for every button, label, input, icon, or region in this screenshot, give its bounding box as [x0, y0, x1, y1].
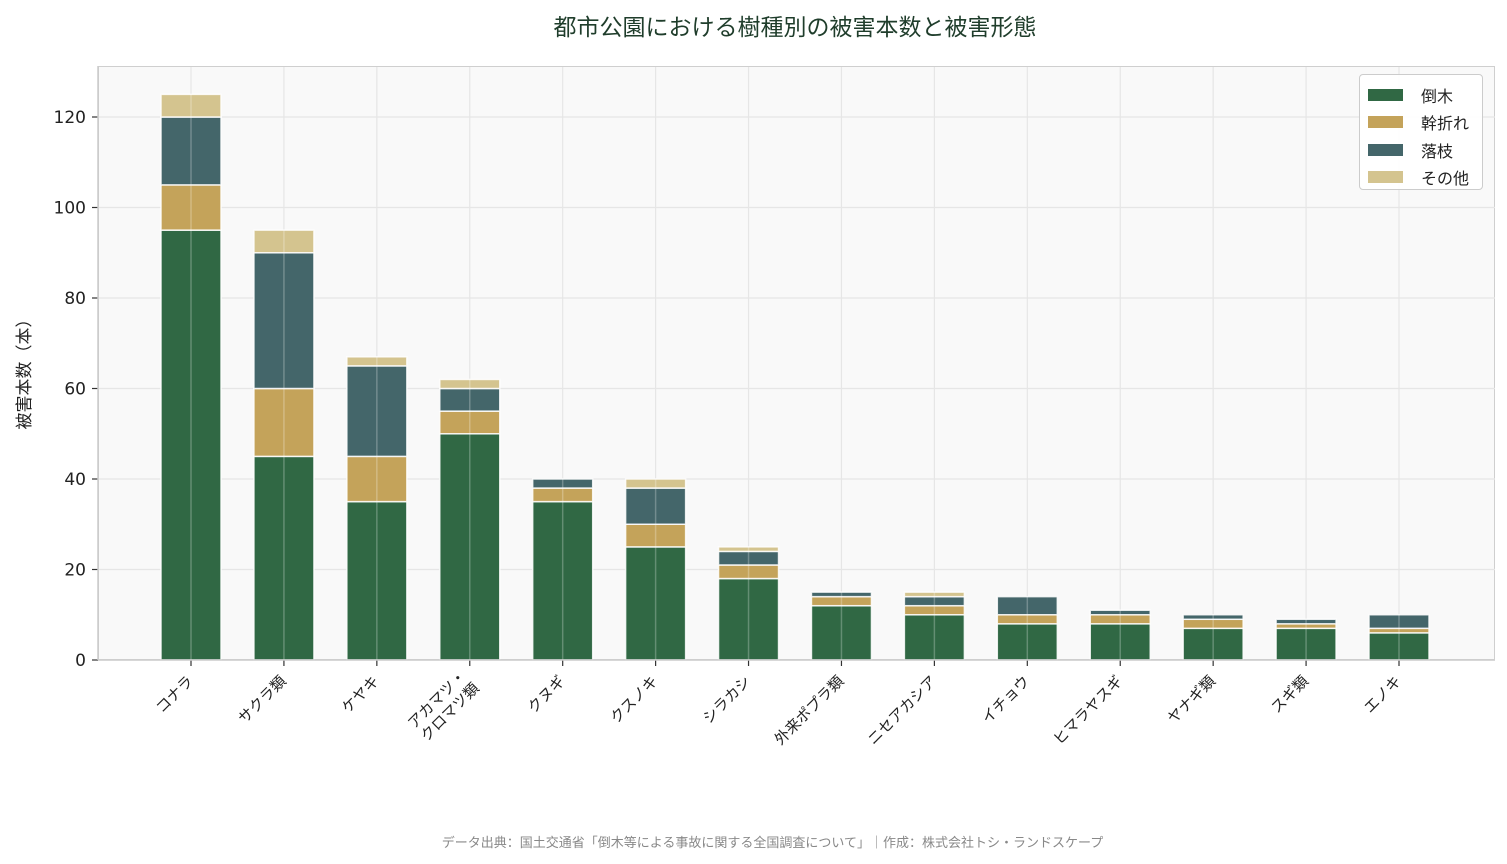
y-tick-label: 80 [64, 289, 86, 309]
bar-segment [903, 591, 966, 598]
legend-item-trunk-break: 幹折れ [1368, 109, 1474, 137]
x-tick-label: コナラ [152, 672, 197, 717]
bar-segment [624, 546, 687, 661]
source-footnote: データ出典：国土交通省「倒木等による事故に関する全国調査について」｜作成：株式会… [441, 836, 1104, 851]
bar-segment [253, 455, 315, 661]
y-tick-label: 20 [64, 561, 86, 581]
legend-item-other: その他 [1368, 164, 1474, 192]
bar-segment [996, 595, 1059, 616]
bar-stack [996, 595, 1059, 661]
bar-segment [1089, 609, 1151, 616]
bar-stack [1182, 614, 1244, 661]
legend-swatch-icon [1368, 143, 1403, 156]
x-tick-label: ケヤキ [338, 672, 383, 717]
bar-segment [531, 478, 594, 489]
bar-stack [253, 229, 315, 661]
bar-segment [1182, 627, 1244, 661]
x-tick-label: エノキ [1360, 672, 1405, 717]
bar-segment [1368, 614, 1430, 630]
x-tick-label: ニセアカシア [864, 672, 940, 748]
bar-stack [1368, 614, 1430, 661]
bar-segment [624, 487, 687, 525]
bar-stack [903, 591, 966, 661]
y-tick-label: 60 [64, 380, 86, 400]
chart-title: 都市公園における樹種別の被害本数と被害形態 [553, 15, 1037, 41]
x-tick-label: イチョウ [978, 672, 1033, 727]
legend: 倒木 幹折れ 落枝 その他 [1359, 74, 1483, 190]
bar-segment [160, 184, 222, 231]
bar-segment [717, 546, 780, 553]
bar-segment [1182, 614, 1244, 621]
bar-segment [160, 229, 222, 661]
bar-segment [1089, 623, 1151, 661]
bar-segment [346, 455, 408, 503]
bar-stack [717, 546, 780, 661]
legend-swatch-icon [1368, 171, 1403, 184]
legend-swatch-icon [1368, 88, 1403, 101]
x-tick-label: ヤナギ類 [1164, 672, 1219, 727]
bar-segment [1275, 618, 1337, 625]
x-tick-label: 外来ポプラ類 [771, 672, 847, 748]
y-tick-label: 100 [54, 199, 86, 219]
y-tick-label: 120 [54, 108, 86, 128]
bar-segment [1368, 632, 1430, 661]
x-tick-label: アカマツ・クロマツ類 [404, 666, 482, 744]
bar-stack [1089, 609, 1151, 661]
x-tick-label: サクラ類 [235, 672, 290, 727]
x-tick-label: スギ類 [1267, 672, 1312, 717]
bar-segment [346, 356, 408, 367]
bar-stack [531, 478, 594, 661]
legend-item-fallen: 倒木 [1368, 81, 1474, 109]
bar-segment [531, 500, 594, 661]
bar-segment [439, 378, 501, 390]
bar-segment [346, 365, 408, 458]
x-tick-label: クスノキ [607, 672, 662, 727]
bar-segment [996, 623, 1059, 661]
bar-segment [810, 591, 873, 598]
bar-segment [253, 252, 315, 390]
bar-segment [160, 116, 222, 186]
bar-segment [624, 478, 687, 489]
bar-segment [253, 387, 315, 458]
bar-segment [253, 229, 315, 254]
x-tick-label: シラカシ [699, 672, 754, 727]
y-axis-label: 被害本数（本） [15, 310, 35, 430]
bar-stack [1275, 618, 1337, 661]
x-tick-label: ヒマラヤスギ [1050, 672, 1126, 748]
legend-swatch-icon [1368, 116, 1403, 129]
y-tick-label: 40 [64, 470, 86, 490]
x-tick-label: クヌギ [524, 672, 569, 717]
bar-stack [439, 378, 501, 661]
bar-segment [903, 614, 966, 661]
bar-stack [624, 478, 687, 661]
y-tick-label: 0 [75, 651, 86, 671]
plot-area [98, 66, 1495, 660]
bar-stack [810, 591, 873, 661]
bar-stack [346, 356, 408, 661]
legend-item-branch-fall: 落枝 [1368, 136, 1474, 164]
bar-segment [346, 500, 408, 661]
bar-segment [160, 93, 222, 118]
bar-stack [160, 93, 222, 661]
